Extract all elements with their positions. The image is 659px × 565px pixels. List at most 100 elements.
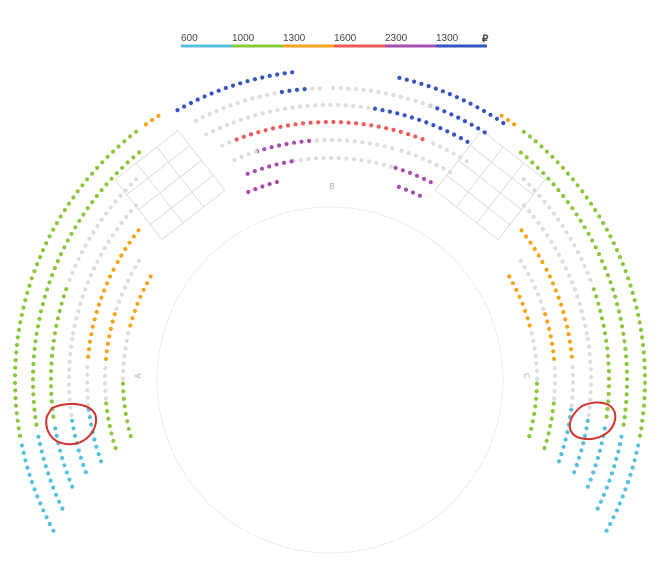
seat bbox=[383, 91, 389, 96]
seat bbox=[49, 369, 54, 374]
seat bbox=[517, 294, 522, 299]
seat bbox=[246, 189, 251, 195]
seat bbox=[584, 195, 589, 200]
seat bbox=[104, 211, 109, 216]
seat bbox=[234, 137, 239, 142]
seat bbox=[137, 258, 142, 263]
seat bbox=[71, 426, 76, 431]
seat bbox=[137, 150, 142, 155]
seat bbox=[525, 316, 530, 321]
seat bbox=[637, 320, 642, 325]
seat bbox=[113, 199, 118, 204]
seat bbox=[29, 276, 34, 281]
seat bbox=[585, 270, 590, 275]
seat bbox=[290, 70, 295, 75]
box-line bbox=[126, 145, 191, 195]
seat bbox=[43, 464, 48, 469]
seat bbox=[119, 253, 124, 258]
seat bbox=[90, 200, 95, 205]
seat bbox=[126, 278, 131, 283]
seat bbox=[338, 86, 343, 91]
seat bbox=[611, 241, 616, 246]
seat bbox=[263, 128, 268, 133]
seat bbox=[420, 137, 425, 142]
seat bbox=[284, 141, 289, 147]
seat bbox=[406, 132, 411, 137]
legend-currency: ₽ bbox=[482, 34, 489, 45]
seat bbox=[94, 193, 99, 199]
seat bbox=[246, 115, 251, 120]
seat bbox=[245, 79, 250, 84]
seat bbox=[642, 373, 648, 378]
seat bbox=[19, 312, 24, 318]
seat bbox=[636, 312, 641, 318]
seat bbox=[223, 85, 228, 91]
seat bbox=[100, 160, 105, 165]
seat bbox=[320, 103, 325, 108]
seat bbox=[87, 339, 93, 344]
seat bbox=[380, 108, 385, 113]
seat bbox=[390, 146, 395, 151]
seat bbox=[623, 346, 628, 351]
seat bbox=[615, 302, 620, 307]
seat bbox=[381, 162, 386, 167]
seat bbox=[617, 255, 623, 260]
seat bbox=[80, 183, 85, 188]
seat bbox=[611, 515, 616, 520]
seat bbox=[52, 266, 58, 271]
seat bbox=[641, 350, 646, 355]
seat bbox=[550, 154, 555, 159]
seat bbox=[536, 253, 541, 258]
seat bbox=[13, 403, 19, 408]
seat bbox=[202, 94, 207, 99]
seat bbox=[44, 515, 49, 520]
seat bbox=[532, 411, 537, 416]
seat bbox=[620, 324, 625, 329]
seat bbox=[31, 399, 36, 405]
seat bbox=[207, 111, 212, 117]
seat bbox=[435, 106, 440, 111]
seat bbox=[316, 120, 321, 125]
seat bbox=[329, 155, 334, 161]
seat bbox=[444, 147, 449, 153]
seat bbox=[475, 105, 480, 110]
seat bbox=[84, 380, 90, 385]
seat bbox=[156, 113, 161, 118]
seat bbox=[260, 75, 265, 80]
seat bbox=[67, 367, 72, 372]
seat bbox=[204, 132, 209, 137]
seat bbox=[246, 152, 251, 157]
seat bbox=[441, 166, 446, 171]
seat bbox=[608, 234, 613, 239]
seat bbox=[113, 446, 118, 451]
seat bbox=[15, 418, 20, 423]
seat bbox=[99, 217, 104, 222]
seat bbox=[361, 87, 366, 92]
seat bbox=[85, 372, 90, 377]
seat bbox=[565, 324, 570, 329]
seat bbox=[550, 281, 556, 286]
seat bbox=[227, 140, 232, 145]
seat bbox=[85, 206, 90, 211]
seat bbox=[604, 485, 609, 490]
seat bbox=[598, 499, 604, 504]
seat bbox=[94, 309, 99, 315]
seat bbox=[106, 416, 111, 421]
seat bbox=[568, 347, 574, 352]
seat bbox=[608, 280, 613, 285]
seat bbox=[614, 456, 619, 461]
seat bbox=[550, 409, 555, 414]
seat bbox=[501, 120, 506, 126]
seat bbox=[131, 155, 136, 160]
seat bbox=[533, 353, 538, 358]
seat bbox=[535, 165, 540, 170]
seat bbox=[533, 285, 538, 290]
seat bbox=[640, 335, 645, 340]
seat bbox=[552, 373, 558, 378]
seat bbox=[76, 448, 81, 453]
seat bbox=[606, 376, 612, 381]
seat bbox=[221, 106, 226, 111]
section-label: B bbox=[329, 182, 334, 191]
seat bbox=[302, 87, 307, 92]
seat bbox=[527, 182, 532, 187]
